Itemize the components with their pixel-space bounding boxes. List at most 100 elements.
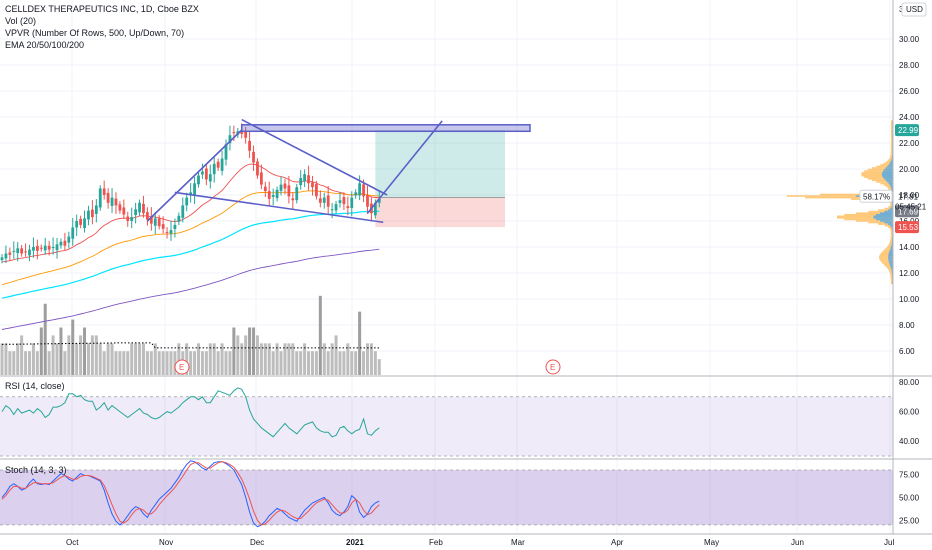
indicator-vol[interactable]: Vol (20) [5,16,37,26]
candle-body [87,210,90,220]
time-tick-label: Nov [159,538,173,547]
vpvr-row-down [891,156,893,158]
vpvr-row-up [890,274,893,277]
vpvr-row-down [884,210,893,213]
vpvr-row-down [891,187,893,190]
candle-body [39,247,43,249]
vpvr-row-up [880,182,893,185]
ema100-line [1,210,380,299]
candle-body [330,209,334,211]
candle-body [4,253,8,259]
price-tick-label: 30.00 [899,35,920,44]
volume-bar [220,343,224,375]
candle-body [165,231,169,233]
currency-box [901,2,927,17]
rsi-band-fill [0,396,893,457]
volume-bar [318,295,322,375]
candle-body [59,241,63,246]
candle-body [259,172,263,185]
stoch-tick-label: 25.00 [899,516,920,525]
earnings-marker-label: E [179,363,184,372]
vpvr-row-up [890,156,893,158]
vpvr-row-down [882,176,893,179]
candle-body [283,183,287,189]
flagpole-line [146,129,243,222]
volume-bar [169,351,173,375]
pattern-drawings[interactable] [146,118,531,224]
volume-ma-line [1,342,380,349]
volume-bar [67,335,71,375]
volume-bar [350,351,354,375]
candle-body [311,182,314,188]
candle-body [71,227,75,239]
volume-bar [165,351,169,375]
volume-bar [342,351,346,375]
volume-bar [322,343,326,375]
vpvr-row-up [890,203,893,205]
indicator-vpvr[interactable]: VPVR (Number Of Rows, 500, Up/Down, 70) [5,28,185,38]
vpvr-row-up [890,231,893,233]
volume-bar [200,351,204,375]
candle-body [20,248,24,254]
candle-body [114,198,118,206]
vpvr-row-down [889,251,893,253]
position-drawings[interactable] [375,130,505,228]
time-tick-label: Mar [511,538,525,547]
candle-body [43,245,47,251]
candle-body [67,236,71,243]
earnings-marker-label: E [550,363,555,372]
vpvr-row-up [888,159,893,161]
volume-bar [8,351,12,375]
stoch-pane-label[interactable]: Stoch (14, 3, 3) [5,465,67,475]
candle-body [212,163,216,175]
candle-body [358,183,362,196]
vpvr-row-up [890,232,893,235]
volume-bar [224,351,228,375]
vpvr-row-down [882,174,893,177]
vpvr-row-down [885,179,893,182]
vpvr-row-up [888,189,893,191]
volume-bar [47,351,51,375]
vpvr-row-up [887,245,893,247]
candle-body [153,218,157,226]
vpvr-row-down [887,223,893,225]
time-tick-label: Dec [250,538,264,547]
indicator-ema[interactable]: EMA 20/50/100/200 [5,40,85,50]
vpvr-row-up [890,151,893,154]
time-tick-label: 2021 [346,538,364,547]
price-tick-label: 6.00 [899,347,915,356]
volume-bar [197,343,200,375]
vpvr-row-down [889,184,893,186]
volume-bar [314,351,318,375]
vpvr-row-up [864,170,893,172]
candle-body [224,144,228,160]
symbol-title[interactable]: CELLDEX THERAPEUTICS INC, 1D, Cboe BZX [5,4,199,14]
vpvr-row-up [890,273,893,275]
rsi-pane-label[interactable]: RSI (14, close) [5,381,65,391]
vpvr-row-down [887,209,893,211]
volume-bar [212,343,216,375]
volume-bar [193,351,197,375]
vpvr-row-up [886,267,893,269]
vpvr-row-up [890,229,893,232]
volume-bar [338,351,342,375]
volume-bar [326,351,330,375]
vpvr-row-up [890,235,893,238]
vpvr-row-up [888,268,893,271]
volume-bar [126,351,130,375]
vpvr-row-down [873,217,893,219]
volume-bar [377,359,381,375]
volume-bar [12,351,16,375]
legend: CELLDEX THERAPEUTICS INC, 1D, Cboe BZX V… [5,3,199,51]
vpvr-row-down [875,213,893,216]
vpvr-row-down [885,167,893,169]
candle-body [47,245,51,250]
volume-bar [358,311,362,375]
vpvr-row-up [890,237,893,239]
candle-body [24,251,27,253]
vpvr-row-up [880,260,893,263]
candle-body [102,188,106,195]
vpvr-row-down [889,263,893,266]
